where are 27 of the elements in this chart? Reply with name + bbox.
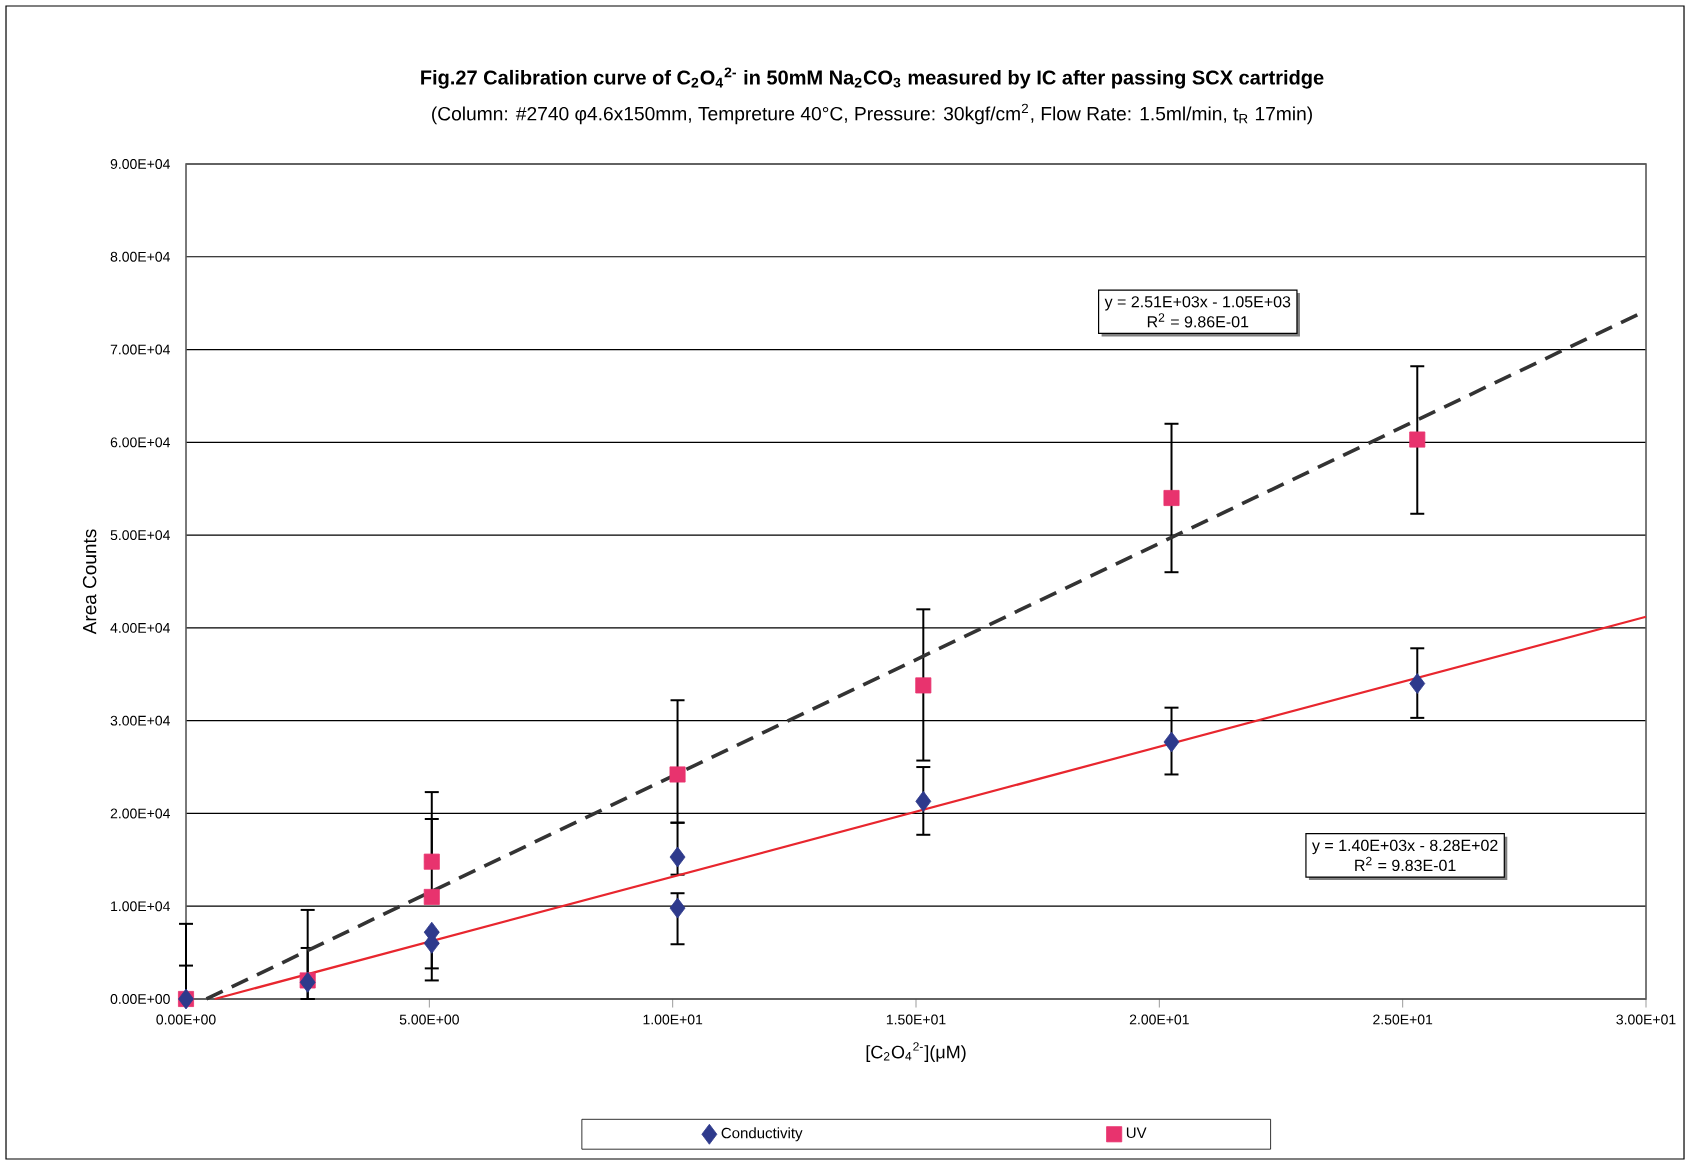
- y-tick-label: 8.00E+04: [110, 251, 170, 262]
- annotation: R$^{2}$ = 9.86E-01: [1147, 313, 1249, 328]
- y-tick-label: 9.00E+04: [110, 159, 170, 169]
- y-tick-label: 3.00E+04: [110, 715, 170, 726]
- x-tick-label: 3.00E+01: [1616, 1014, 1676, 1025]
- y-tick-label: 2.00E+04: [110, 808, 170, 819]
- y-tick-label: 4.00E+04: [110, 622, 170, 633]
- chart-title: Fig.27 Calibration curve of C$_{2}$O$_{4}$$^{2-}$ in 50mM Na$_{2}$CO$_{3}$ measured by IC after passing SCX cartridge: [421, 67, 1324, 89]
- x-tick-label: 2.00E+01: [1129, 1014, 1189, 1025]
- y-tick-label: 1.00E+04: [111, 901, 170, 912]
- x-tick-label: 2.50E+01: [1373, 1014, 1433, 1025]
- y-tick-label: 5.00E+04: [110, 530, 170, 541]
- y-axis-title: Area Counts: [82, 529, 97, 635]
- annotation: y = 1.40E+03x - 8.28E+02: [1311, 839, 1498, 855]
- legend-label: Conductivity: [721, 1127, 803, 1142]
- x-tick-label: 5.00E+00: [399, 1014, 459, 1025]
- y-tick-label: 6.00E+04: [110, 437, 170, 448]
- chart-subtitle: (Column: #2740 φ4.6x150mm, Tempreture 40°C, Pressure: 30kgf/cm$^{2}$, Flow Rate: 1.5ml/min, t$_{R}$ 17min): [432, 103, 1312, 125]
- legend-label: UV: [1126, 1127, 1147, 1139]
- annotation: R$^{2}$ = 9.83E-01: [1355, 856, 1456, 872]
- x-axis-title: [C$_{2}$O$_{4}$$^{2-}$](μM): [866, 1042, 966, 1062]
- x-tick-label: 0.00E+00: [156, 1014, 216, 1025]
- y-tick-label: 7.00E+04: [110, 344, 170, 355]
- x-tick-label: 1.00E+01: [643, 1014, 703, 1025]
- x-tick-label: 1.50E+01: [886, 1014, 946, 1025]
- y-tick-label: 0.00E+00: [110, 994, 170, 1004]
- annotation: y = 2.51E+03x - 1.05E+03: [1104, 296, 1291, 311]
